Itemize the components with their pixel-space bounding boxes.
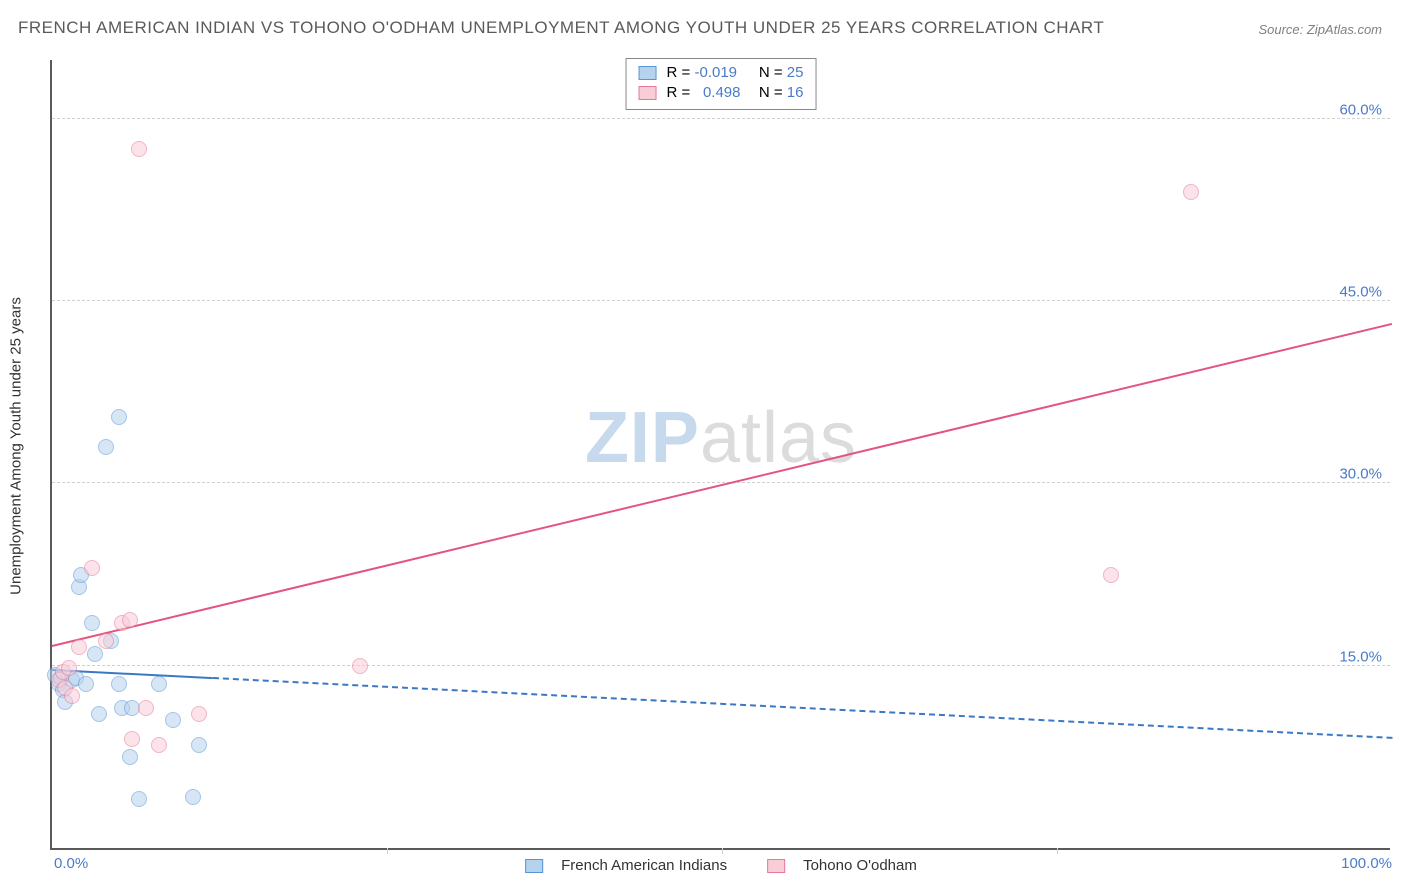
- data-point: [151, 737, 167, 753]
- data-point: [185, 789, 201, 805]
- legend-label-pink: Tohono O'odham: [803, 857, 917, 874]
- r-label: R: [667, 83, 678, 103]
- grid-line: [52, 300, 1390, 301]
- data-point: [122, 612, 138, 628]
- data-point: [138, 700, 154, 716]
- swatch-pink: [639, 86, 657, 100]
- swatch-blue: [639, 66, 657, 80]
- data-point: [191, 737, 207, 753]
- data-point: [1183, 184, 1199, 200]
- n-value-blue: 25: [787, 63, 804, 83]
- data-point: [98, 633, 114, 649]
- data-point: [64, 688, 80, 704]
- data-point: [122, 749, 138, 765]
- trend-line: [213, 677, 1392, 739]
- data-point: [84, 615, 100, 631]
- data-point: [191, 706, 207, 722]
- legend-label-blue: French American Indians: [561, 857, 727, 874]
- n-label: N: [759, 63, 770, 83]
- data-point: [165, 712, 181, 728]
- legend-row-blue: R = -0.019 N = 25: [639, 63, 804, 83]
- watermark-atlas: atlas: [700, 398, 857, 478]
- legend-item-pink: Tohono O'odham: [767, 857, 917, 874]
- data-point: [151, 676, 167, 692]
- watermark: ZIPatlas: [585, 397, 857, 479]
- trend-line: [52, 323, 1392, 647]
- data-point: [111, 409, 127, 425]
- n-label: N: [759, 83, 770, 103]
- n-value-pink: 16: [787, 83, 804, 103]
- r-value-pink: 0.498: [694, 83, 750, 103]
- x-tick-mark: [387, 848, 388, 854]
- legend-series: French American Indians Tohono O'odham: [525, 857, 917, 874]
- y-tick-label: 45.0%: [1339, 284, 1382, 301]
- r-label: R: [667, 63, 678, 83]
- data-point: [352, 658, 368, 674]
- data-point: [98, 439, 114, 455]
- grid-line: [52, 118, 1390, 119]
- swatch-blue-icon: [525, 859, 543, 873]
- y-axis-title: Unemployment Among Youth under 25 years: [8, 297, 25, 595]
- x-tick-mark: [722, 848, 723, 854]
- data-point: [61, 660, 77, 676]
- r-value-blue: -0.019: [694, 63, 750, 83]
- grid-line: [52, 665, 1390, 666]
- data-point: [84, 560, 100, 576]
- y-tick-label: 30.0%: [1339, 466, 1382, 483]
- data-point: [131, 141, 147, 157]
- swatch-pink-icon: [767, 859, 785, 873]
- chart-title: FRENCH AMERICAN INDIAN VS TOHONO O'ODHAM…: [18, 18, 1104, 38]
- legend-row-pink: R = 0.498 N = 16: [639, 83, 804, 103]
- data-point: [71, 639, 87, 655]
- y-tick-label: 60.0%: [1339, 101, 1382, 118]
- source-label: Source: ZipAtlas.com: [1258, 22, 1382, 37]
- x-tick-label: 100.0%: [1341, 855, 1392, 872]
- data-point: [78, 676, 94, 692]
- legend-item-blue: French American Indians: [525, 857, 727, 874]
- data-point: [91, 706, 107, 722]
- plot-area: ZIPatlas R = -0.019 N = 25 R = 0.498 N: [50, 60, 1390, 850]
- data-point: [131, 791, 147, 807]
- data-point: [111, 676, 127, 692]
- legend-correlation: R = -0.019 N = 25 R = 0.498 N = 16: [626, 58, 817, 110]
- data-point: [124, 731, 140, 747]
- chart-container: FRENCH AMERICAN INDIAN VS TOHONO O'ODHAM…: [0, 0, 1406, 892]
- x-tick-label: 0.0%: [54, 855, 88, 872]
- watermark-zip: ZIP: [585, 398, 700, 478]
- data-point: [1103, 567, 1119, 583]
- y-tick-label: 15.0%: [1339, 648, 1382, 665]
- x-tick-mark: [1057, 848, 1058, 854]
